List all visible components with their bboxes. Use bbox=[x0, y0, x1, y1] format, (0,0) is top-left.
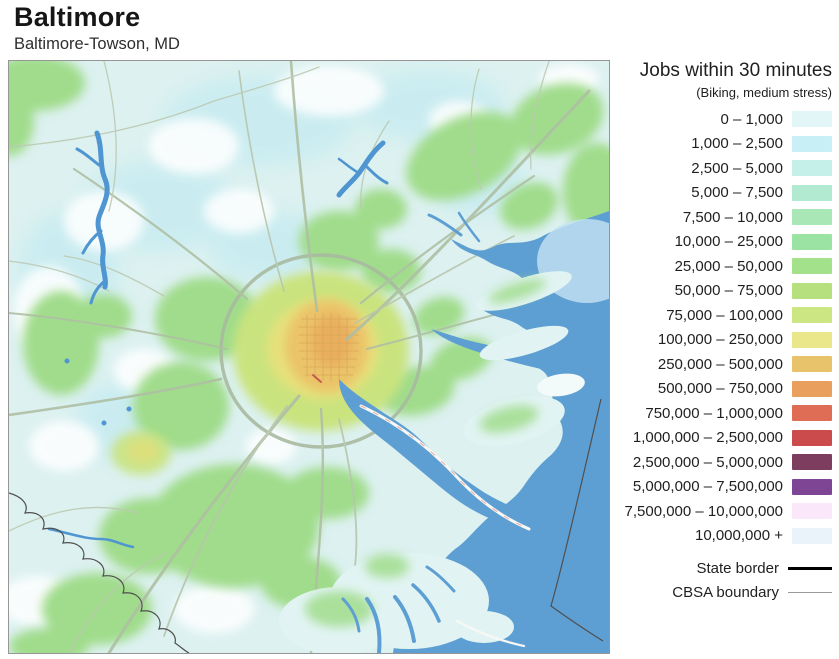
legend-item-label: 10,000,000 + bbox=[694, 527, 783, 544]
map-downtown-core bbox=[285, 300, 369, 392]
access-map bbox=[8, 60, 610, 654]
page-subtitle: Baltimore-Towson, MD bbox=[14, 35, 180, 53]
legend-color-swatch bbox=[792, 356, 832, 372]
legend-item-label: 7,500 – 10,000 bbox=[682, 208, 783, 226]
map-peninsulas bbox=[279, 211, 585, 653]
legend-color-swatch bbox=[792, 209, 832, 225]
legend-item: 7,500 – 10,000 bbox=[616, 208, 832, 226]
legend-color-swatch bbox=[792, 478, 832, 495]
state-border-label: State border bbox=[696, 560, 779, 577]
legend-item: 250,000 – 500,000 bbox=[616, 355, 832, 373]
legend-item-label: 50,000 – 75,000 bbox=[674, 282, 783, 299]
map-bridge-roads bbox=[359, 404, 531, 648]
page-title: Baltimore bbox=[14, 2, 141, 32]
legend-item-label: 1,000 – 2,500 bbox=[691, 135, 783, 152]
legend-item: 5,000 – 7,500 bbox=[616, 184, 832, 201]
legend-color-swatch bbox=[792, 160, 832, 176]
legend-item-label: 2,500 – 5,000 bbox=[691, 159, 783, 177]
legend-color-swatch bbox=[792, 503, 832, 519]
legend-item: 7,500,000 – 10,000,000 bbox=[616, 502, 832, 520]
legend-item: 0 – 1,000 bbox=[616, 110, 832, 128]
legend-color-swatch bbox=[792, 307, 832, 323]
legend-item: 2,500,000 – 5,000,000 bbox=[616, 453, 832, 471]
legend-item-label: 7,500,000 – 10,000,000 bbox=[624, 502, 783, 520]
map-canvas bbox=[9, 61, 609, 653]
cbsa-boundary-line bbox=[9, 492, 190, 653]
legend-color-swatch bbox=[792, 184, 832, 201]
header: Baltimore Baltimore-Towson, MD bbox=[14, 2, 180, 54]
legend-color-swatch bbox=[792, 111, 832, 127]
map-green-areas bbox=[9, 61, 609, 653]
legend-item-label: 5,000,000 – 7,500,000 bbox=[632, 478, 783, 495]
legend-color-swatch bbox=[792, 380, 832, 397]
cbsa-boundary-label: CBSA boundary bbox=[672, 584, 779, 601]
state-border-line-sample bbox=[788, 567, 832, 570]
legend-item: 50,000 – 75,000 bbox=[616, 282, 832, 299]
legend-color-swatch bbox=[792, 429, 832, 446]
legend-item: 10,000,000 + bbox=[616, 527, 832, 544]
legend-item: 500,000 – 750,000 bbox=[616, 380, 832, 397]
legend-color-swatch bbox=[792, 282, 832, 299]
legend-item: 5,000,000 – 7,500,000 bbox=[616, 478, 832, 495]
legend-item: 75,000 – 100,000 bbox=[616, 306, 832, 324]
legend-color-swatch bbox=[792, 258, 832, 274]
legend-item-state-border: State border bbox=[616, 560, 832, 577]
legend-item-label: 250,000 – 500,000 bbox=[657, 355, 783, 373]
legend-item-label: 5,000 – 7,500 bbox=[691, 184, 783, 201]
legend-subtitle: (Biking, medium stress) bbox=[696, 85, 832, 100]
legend-color-swatch bbox=[792, 454, 832, 470]
legend-item-label: 2,500,000 – 5,000,000 bbox=[632, 453, 783, 471]
cbsa-boundary-line-sample bbox=[788, 592, 832, 593]
legend-item-label: 10,000 – 25,000 bbox=[674, 233, 783, 250]
map-boundaries bbox=[9, 398, 604, 653]
legend: Jobs within 30 minutes (Biking, medium s… bbox=[616, 60, 832, 601]
legend-color-swatch bbox=[792, 233, 832, 250]
legend-title: Jobs within 30 minutes bbox=[639, 60, 832, 81]
map-roads bbox=[9, 61, 591, 653]
legend-item: 2,500 – 5,000 bbox=[616, 159, 832, 177]
legend-item-label: 750,000 – 1,000,000 bbox=[645, 404, 783, 422]
legend-item: 25,000 – 50,000 bbox=[616, 257, 832, 275]
legend-color-swatch bbox=[792, 331, 832, 348]
legend-color-swatch bbox=[792, 135, 832, 152]
legend-item-label: 100,000 – 250,000 bbox=[657, 331, 783, 348]
legend-item-label: 75,000 – 100,000 bbox=[666, 306, 783, 324]
legend-item-label: 1,000,000 – 2,500,000 bbox=[632, 429, 783, 446]
legend-color-swatch bbox=[792, 405, 832, 421]
legend-item: 1,000 – 2,500 bbox=[616, 135, 832, 152]
legend-line-items: State border CBSA boundary bbox=[616, 560, 832, 601]
legend-item-cbsa-boundary: CBSA boundary bbox=[616, 584, 832, 601]
legend-item: 100,000 – 250,000 bbox=[616, 331, 832, 348]
legend-item: 10,000 – 25,000 bbox=[616, 233, 832, 250]
legend-item-label: 500,000 – 750,000 bbox=[657, 380, 783, 397]
cbsa-boundary-arc bbox=[550, 398, 604, 642]
legend-rows: 0 – 1,000 1,000 – 2,500 2,500 – 5,000 5,… bbox=[616, 111, 832, 544]
legend-item-label: 25,000 – 50,000 bbox=[674, 257, 783, 275]
map-street-grid bbox=[299, 313, 359, 381]
legend-color-swatch bbox=[792, 527, 832, 544]
legend-item: 1,000,000 – 2,500,000 bbox=[616, 429, 832, 446]
legend-item-label: 0 – 1,000 bbox=[720, 110, 783, 128]
legend-item: 750,000 – 1,000,000 bbox=[616, 404, 832, 422]
